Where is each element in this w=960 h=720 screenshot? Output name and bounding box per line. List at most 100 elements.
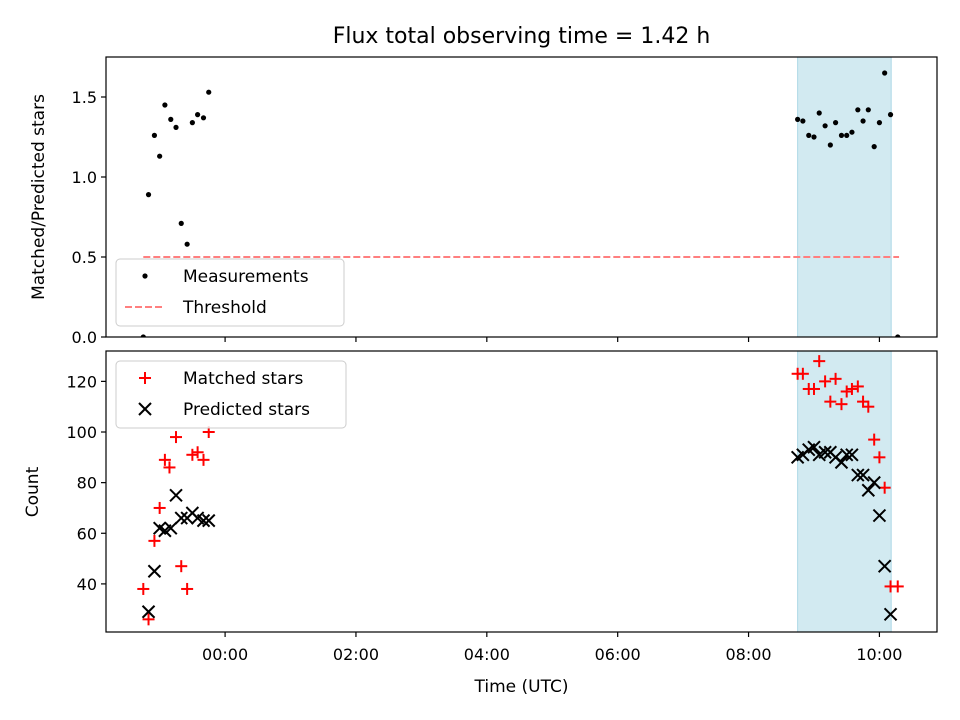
matched-star-point [829,372,842,385]
matched-star-point [158,453,171,466]
matched-star-point [175,560,188,573]
x-tick-label: 08:00 [725,645,771,664]
measurement-point [162,102,168,108]
matched-star-point [796,367,809,380]
measurement-point [178,220,184,226]
predicted-star-point [141,605,156,619]
matched-star-point [813,355,826,368]
matched-star-point [186,448,199,461]
axes-frame [105,56,938,338]
predicted-star-point [164,521,178,535]
measurement-point [832,120,839,126]
measurement-point [195,112,201,118]
matched-star-point [137,582,150,595]
measurement-point [838,132,845,138]
measurement-point [145,192,152,198]
legend-label: Matched stars [183,369,303,389]
measurement-point [822,123,828,129]
measurement-point [887,112,894,118]
measurement-point [800,118,806,124]
measurement-point [173,124,179,130]
y-tick-label: 60 [77,524,97,543]
y-tick-label: 120 [66,372,97,391]
matched-star-point [857,395,870,408]
measurement-point [827,142,833,148]
measurement-point [206,89,212,95]
matched-star-point [824,395,837,408]
matched-star-point [170,431,183,444]
observing-window-span [797,350,892,633]
axes-frame [105,350,938,633]
predicted-star-point [861,483,876,497]
legend-label: Measurements [183,267,309,287]
predicted-star-point [834,455,849,470]
predicted-star-point [174,511,188,525]
x-tick-label: 02:00 [333,645,379,664]
matched-star-point [862,400,875,413]
predicted-star-point [867,475,881,490]
matched-star-point [148,534,161,547]
predicted-star-point [883,607,898,621]
measurement-point [811,134,817,140]
measurement-point [871,144,877,150]
predicted-star-point [147,564,162,578]
predicted-star-point [818,445,832,459]
matched-star-point [807,382,820,395]
measurement-point [189,120,195,126]
matched-star-point [873,451,886,464]
predicted-star-point [202,513,216,528]
measurement-point [860,118,866,124]
matched-star-point [163,461,176,474]
predicted-star-point [845,448,859,462]
predicted-star-point [851,468,865,482]
measurement-point [876,120,883,126]
y-tick-label: 80 [77,474,97,493]
x-tick-label: 00:00 [202,645,248,664]
measurement-point [200,115,207,121]
matched-star-point [845,382,858,395]
legend-marker [142,273,148,279]
chart-title: Flux total observing time = 1.42 h [333,24,711,49]
x-axis-label: Time (UTC) [474,677,569,697]
y-tick-label: 40 [77,575,97,594]
bottom-y-axis-label: Count [23,466,43,517]
predicted-star-point [807,440,821,454]
data-points [140,70,901,337]
y-tick-label: 0.5 [72,248,97,267]
x-tick-label: 04:00 [464,645,510,664]
legend: Matched stars Predicted stars [115,360,347,429]
predicted-star-point [872,508,887,523]
x-tick-label: 10:00 [856,645,902,664]
predicted-star-point [856,468,870,482]
measurement-point [816,110,822,116]
predicted-star-point [169,488,183,503]
matched-star-point [197,453,210,466]
matched-star-point [181,582,194,595]
predicted-star-point [877,559,892,573]
count-panel: 40 60 80 100 120 00:00 02:00 04:00 06:00 08:00 10:… [66,350,938,664]
measurement-point [849,129,855,135]
ratio-panel: 0.0 0.5 1.0 1.5 Measurements Threshold [72,56,938,347]
measurement-point [168,116,174,122]
data-points [137,355,904,626]
measurement-point [157,153,163,159]
measurement-point [865,107,871,113]
measurement-point [184,241,190,247]
legend-label: Predicted stars [183,400,310,420]
measurement-point [140,334,146,337]
matched-star-point [868,433,881,446]
y-tick-label: 100 [66,423,97,442]
matched-star-point [835,398,848,411]
matched-star-point [819,375,832,388]
measurement-point [795,116,801,122]
legend: Measurements Threshold [115,258,345,327]
matched-star-point [142,613,155,626]
matched-star-point [840,385,853,398]
y-tick-label: 1.5 [72,88,97,107]
predicted-star-point [839,448,854,462]
legend-label: Threshold [182,298,267,318]
top-y-axis-label: Matched/Predicted stars [29,94,49,300]
measurement-point [151,132,158,138]
matched-star-point [851,380,864,393]
